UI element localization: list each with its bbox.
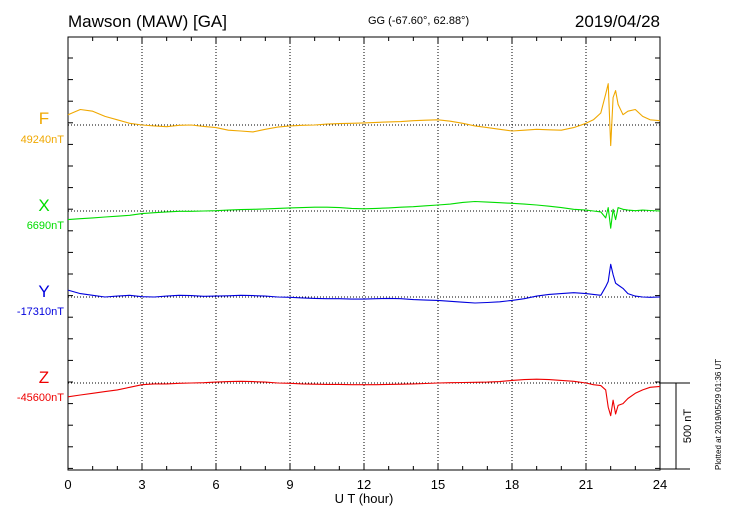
series-line-y bbox=[67, 263, 661, 304]
series-line-x bbox=[67, 200, 661, 229]
series-line-z bbox=[67, 378, 661, 417]
grid-lines bbox=[141, 37, 587, 470]
scale-bar-label: 500 nT bbox=[682, 409, 694, 444]
series-name-z: Z bbox=[39, 368, 49, 387]
series-labels: F 49240nT X 6690nT Y -17310nT Z -45600nT bbox=[17, 109, 64, 404]
x-tick-label: 0 bbox=[64, 477, 71, 492]
series-lines bbox=[67, 83, 661, 417]
series-name-x: X bbox=[38, 196, 49, 215]
x-tick-label: 12 bbox=[357, 477, 371, 492]
x-axis-label: U T (hour) bbox=[335, 491, 394, 506]
scale-bar: 500 nT bbox=[660, 382, 694, 470]
axis-ticks bbox=[67, 37, 661, 470]
baseline-value-x: 6690nT bbox=[27, 220, 65, 232]
x-tick-label: 3 bbox=[138, 477, 145, 492]
series-name-y: Y bbox=[38, 282, 49, 301]
x-tick-label: 9 bbox=[286, 477, 293, 492]
x-tick-label: 21 bbox=[579, 477, 593, 492]
baseline-value-z: -45600nT bbox=[17, 392, 64, 404]
x-tick-label: 24 bbox=[653, 477, 667, 492]
baseline-value-f: 49240nT bbox=[21, 134, 65, 146]
geographic-coordinates: GG (-67.60°, 62.88°) bbox=[368, 15, 470, 27]
station-title: Mawson (MAW) [GA] bbox=[68, 12, 227, 31]
baseline-value-y: -17310nT bbox=[17, 306, 64, 318]
plotted-timestamp: Plotted at 2019/05/29 01:36 UT bbox=[714, 358, 723, 470]
x-tick-label: 15 bbox=[431, 477, 445, 492]
x-tick-labels: 0 3 6 9 12 15 18 21 24 bbox=[64, 477, 667, 492]
x-tick-label: 18 bbox=[505, 477, 519, 492]
series-line-f bbox=[67, 83, 661, 147]
series-name-f: F bbox=[39, 109, 49, 128]
x-tick-label: 6 bbox=[212, 477, 219, 492]
date-label: 2019/04/28 bbox=[574, 12, 660, 31]
